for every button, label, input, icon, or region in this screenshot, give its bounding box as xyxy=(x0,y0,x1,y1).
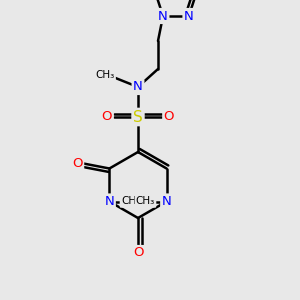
Text: O: O xyxy=(72,157,83,170)
Text: O: O xyxy=(164,110,174,124)
Text: N: N xyxy=(133,80,143,94)
Text: O: O xyxy=(133,247,143,260)
Text: N: N xyxy=(184,10,194,22)
Text: CH₃: CH₃ xyxy=(136,196,155,206)
Text: S: S xyxy=(133,110,143,124)
Text: O: O xyxy=(102,110,112,124)
Text: CH₃: CH₃ xyxy=(121,196,140,206)
Text: CH₃: CH₃ xyxy=(95,70,115,80)
Text: N: N xyxy=(104,195,114,208)
Text: N: N xyxy=(158,10,168,22)
Text: N: N xyxy=(162,195,172,208)
